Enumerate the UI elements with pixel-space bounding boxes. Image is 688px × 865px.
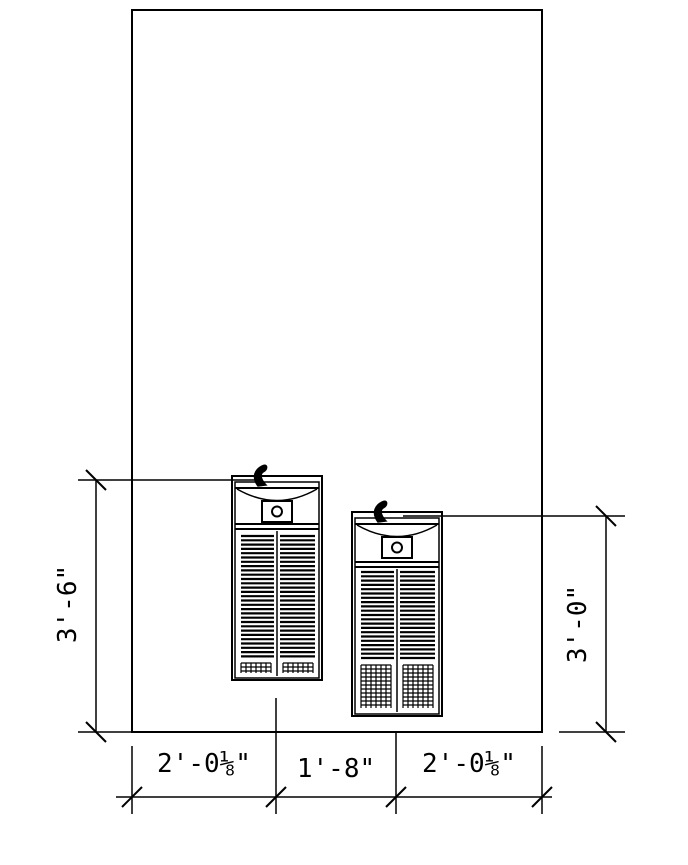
high-drinking-fountain: [231, 464, 323, 681]
low-drinking-fountain: [351, 500, 443, 717]
grille-louvers: [241, 534, 315, 658]
right-height-dimension: [403, 505, 625, 743]
bubbler-spout-icon: [253, 464, 268, 487]
drain-icon: [271, 505, 283, 518]
left-height-dimension: [78, 469, 262, 743]
drain-plate: [261, 500, 293, 523]
bottom-left-label: 2'-0⅛": [157, 749, 251, 779]
base-vent: [360, 664, 434, 708]
bottom-dimension-string: [116, 698, 553, 814]
bottom-right-label: 2'-0⅛": [422, 749, 516, 779]
base-vent: [240, 662, 314, 673]
drain-plate: [381, 536, 413, 559]
wall-outline: [131, 9, 543, 733]
grille-louvers: [361, 570, 435, 660]
drain-icon: [391, 541, 403, 554]
bottom-middle-label: 1'-8": [297, 754, 375, 784]
bubbler-spout-icon: [373, 500, 388, 523]
right-height-label: 3'-0": [563, 585, 593, 663]
left-height-label: 3'-6": [53, 565, 83, 643]
